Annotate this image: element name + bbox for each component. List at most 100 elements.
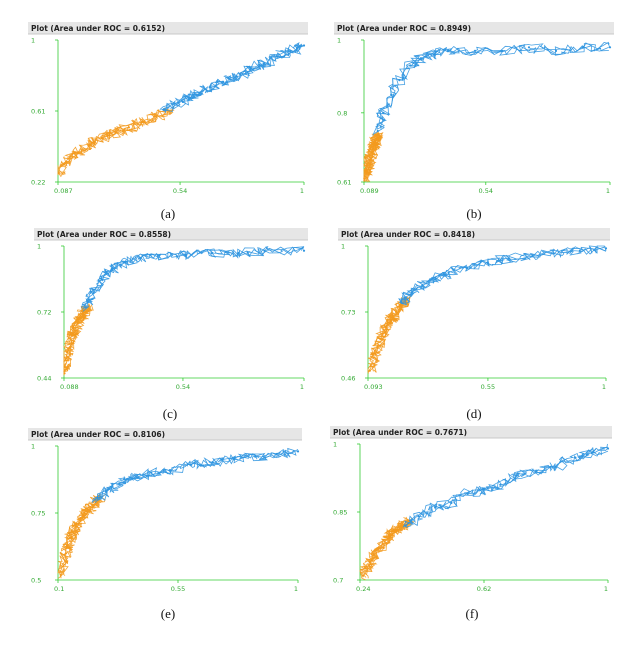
series-line [400, 245, 607, 305]
subfigure-caption: (a) [160, 206, 176, 221]
series-line [80, 245, 305, 309]
data-point [554, 49, 558, 52]
y-tick-label: 0.61 [31, 108, 45, 116]
series-line [398, 245, 607, 306]
x-tick-label: 0.55 [481, 383, 495, 391]
data-point [92, 292, 95, 295]
data-point [608, 46, 612, 49]
data-point [110, 268, 113, 271]
data-point [421, 284, 424, 287]
data-point [507, 257, 510, 260]
data-point [91, 503, 94, 507]
x-tick-label: 0.55 [171, 585, 185, 593]
series-line [162, 43, 301, 112]
y-tick-label: 0.22 [31, 179, 45, 187]
data-point [124, 261, 127, 264]
x-tick-label: 0.087 [54, 187, 73, 195]
data-point [384, 325, 387, 328]
series-line [374, 42, 610, 128]
series-line [159, 44, 304, 110]
data-point [210, 252, 213, 255]
data-point [409, 64, 412, 67]
data-point [388, 533, 391, 536]
x-tick-label: 0.24 [356, 585, 370, 593]
x-tick-label: 0.089 [360, 187, 379, 195]
data-point [289, 49, 292, 52]
data-point [168, 469, 172, 472]
series-line [91, 447, 297, 503]
data-point [65, 160, 68, 164]
data-point [395, 310, 398, 314]
x-tick-label: 1 [300, 187, 304, 195]
data-point [362, 574, 365, 577]
subfigure-caption: (f) [465, 606, 479, 621]
roc-plot: Plot (Area under ROC = 0.8949) 0.089 0.54 1… [334, 22, 614, 195]
title-bar [330, 426, 612, 438]
series-line [57, 494, 106, 579]
series-trace [159, 41, 306, 113]
data-point [389, 318, 392, 321]
data-point [365, 170, 369, 173]
data-point [404, 524, 407, 527]
roc-panel: Plot (Area under ROC = 0.8106) 0.1 0.55 1 0.… [28, 428, 302, 598]
plot-title: Plot (Area under ROC = 0.6152) [31, 24, 165, 33]
data-point [398, 79, 401, 82]
data-point [417, 515, 420, 518]
data-point [150, 471, 153, 474]
series-line [59, 493, 101, 578]
data-point [434, 276, 437, 279]
data-point [499, 483, 502, 486]
data-point [482, 488, 486, 491]
data-point [590, 452, 593, 455]
data-point [604, 247, 608, 250]
series-line [405, 446, 609, 528]
series-line [398, 245, 606, 304]
data-point [222, 80, 225, 83]
data-point [552, 252, 555, 255]
data-point [296, 450, 300, 453]
data-point [263, 249, 266, 252]
y-tick-label: 1 [333, 441, 337, 449]
data-point [63, 372, 66, 375]
series-line [367, 295, 412, 373]
y-tick-label: 0.7 [333, 577, 343, 585]
data-point [578, 249, 581, 252]
y-tick-label: 1 [37, 243, 41, 251]
x-tick-label: 0.62 [477, 585, 491, 593]
data-point [379, 337, 382, 340]
data-point [410, 291, 413, 294]
roc-plot: Plot (Area under ROC = 0.6152) 0.087 0.54 1… [28, 22, 308, 195]
series-line [83, 246, 305, 309]
data-point [94, 498, 97, 501]
series-line [58, 109, 174, 176]
x-tick-label: 0.088 [60, 383, 79, 391]
series-line [94, 448, 299, 504]
data-point [127, 126, 130, 129]
data-point [184, 254, 187, 257]
x-tick-label: 1 [300, 383, 304, 391]
roc-plot: Plot (Area under ROC = 0.8106) 0.1 0.55 1 0.… [28, 428, 302, 593]
x-tick-label: 0.093 [364, 383, 383, 391]
data-point [374, 352, 377, 355]
roc-panel: Plot (Area under ROC = 0.7671) 0.24 0.62 1 0… [330, 426, 612, 598]
series-trace [367, 295, 412, 374]
series-line [81, 246, 304, 312]
data-point [64, 552, 68, 555]
x-tick-label: 0.54 [176, 383, 190, 391]
title-bar [28, 428, 302, 440]
data-point [450, 501, 453, 504]
data-point [419, 57, 423, 60]
series-line [402, 443, 608, 528]
plot-title: Plot (Area under ROC = 0.8418) [341, 230, 475, 239]
data-point [59, 573, 62, 576]
data-point [394, 529, 397, 532]
data-point [100, 137, 103, 140]
data-point [447, 271, 450, 274]
y-tick-label: 1 [31, 37, 35, 45]
x-tick-label: 0.1 [54, 585, 64, 593]
data-point [554, 465, 557, 468]
plot-title: Plot (Area under ROC = 0.8949) [337, 24, 471, 33]
data-point [71, 334, 74, 337]
data-point [531, 254, 534, 257]
data-point [66, 351, 69, 354]
